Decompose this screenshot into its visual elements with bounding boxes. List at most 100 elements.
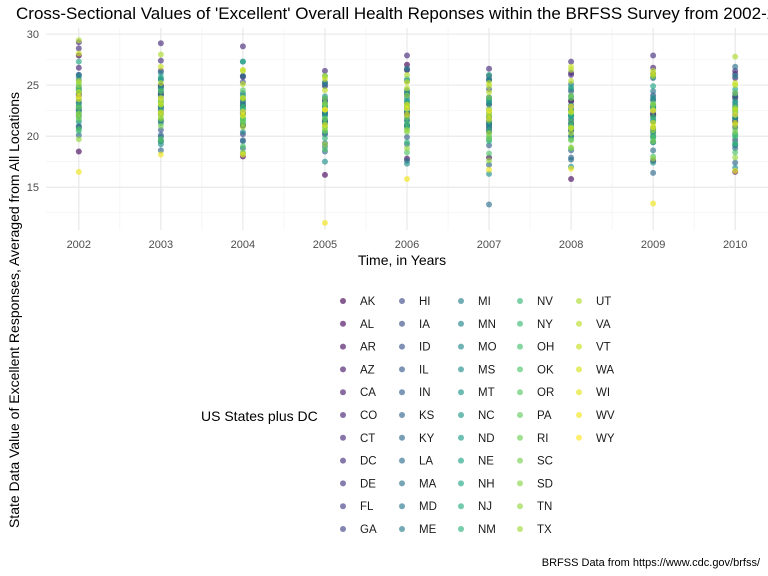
data-point-wi-2007 — [486, 115, 493, 122]
legend-label-hi: HI — [419, 296, 431, 308]
data-point-wi-2006 — [404, 111, 410, 118]
data-point-pa-2005 — [321, 115, 328, 122]
data-point-ne-2010 — [732, 98, 739, 105]
data-point-mo-2004 — [239, 129, 246, 136]
data-point-tx-2008 — [568, 130, 575, 137]
legend-key-ny — [517, 320, 523, 327]
data-point-tx-2007 — [486, 130, 493, 137]
legend-label-al: AL — [360, 319, 375, 331]
data-point-wi-2003 — [157, 109, 164, 116]
legend-label-ny: NY — [537, 319, 553, 331]
legend-key-mo — [458, 343, 464, 350]
legend-label-wy: WY — [596, 433, 615, 445]
data-point-vt-2003 — [157, 63, 164, 70]
data-point-vt-2008 — [568, 63, 575, 70]
data-point-la-2008 — [568, 156, 575, 163]
data-point-in-2006 — [404, 134, 410, 141]
legend-label-nj: NJ — [478, 501, 492, 513]
data-point-ct-2004 — [239, 43, 246, 50]
legend-key-tx — [517, 526, 523, 532]
data-point-vt-2004 — [239, 66, 246, 73]
legend-key-oh — [517, 343, 523, 350]
legend-key-nd — [458, 434, 464, 441]
data-point-tx-2004 — [239, 123, 246, 130]
legend-label-va: VA — [596, 319, 611, 331]
legend-key-mt — [458, 389, 464, 396]
data-point-ut-2006 — [404, 71, 410, 78]
data-point-nv-2010 — [732, 140, 739, 147]
legend-key-nm — [458, 526, 464, 532]
x-tick-label: 2005 — [313, 239, 337, 251]
data-point-wv-2010 — [732, 167, 739, 174]
data-point-al-2005 — [321, 171, 328, 178]
data-point-wv-2007 — [486, 166, 493, 173]
data-point-sc-2003 — [157, 122, 164, 129]
data-point-ms-2005 — [321, 158, 328, 165]
legend-key-wy — [576, 434, 582, 441]
data-point-ri-2010 — [732, 90, 739, 97]
data-point-ky-2009 — [650, 169, 657, 176]
data-point-wv-2008 — [568, 165, 575, 172]
x-tick-label: 2007 — [477, 239, 501, 251]
legend-key-ga — [340, 526, 346, 532]
data-point-sc-2008 — [568, 137, 575, 144]
data-point-oh-2006 — [404, 120, 410, 127]
data-point-oh-2008 — [568, 118, 575, 125]
legend-label-mn: MN — [478, 319, 496, 331]
data-point-dc-2008 — [568, 58, 575, 65]
legend-key-mn — [458, 320, 464, 327]
data-point-wy-2003 — [157, 95, 164, 102]
legend-items: AK AL AR AZ CA CO CT DC DE FL GA HI IA ID IL IN KS KY LA MA… — [340, 296, 615, 536]
data-point-nh-2009 — [650, 83, 657, 90]
legend-label-ar: AR — [360, 342, 376, 354]
data-point-ny-2004 — [239, 103, 246, 110]
legend-key-sd — [517, 480, 523, 487]
legend-label-ri: RI — [537, 433, 549, 445]
legend-key-nc — [458, 412, 464, 418]
data-point-ri-2007 — [486, 94, 493, 101]
legend-label-ga: GA — [360, 524, 377, 536]
legend-key-tn — [517, 503, 523, 510]
data-point-va-2004 — [239, 81, 246, 88]
x-tick-label: 2010 — [723, 239, 747, 251]
data-point-ct-2008 — [568, 71, 575, 78]
legend-key-mi — [458, 298, 464, 304]
legend-key-dc — [340, 457, 346, 464]
data-point-sc-2007 — [486, 135, 493, 142]
y-tick-label: 15 — [27, 182, 39, 194]
data-point-nv-2006 — [404, 139, 410, 146]
legend-key-nj — [458, 503, 464, 510]
legend-key-al — [340, 320, 346, 327]
data-point-ok-2005 — [321, 146, 328, 153]
data-point-ct-2006 — [404, 52, 410, 59]
legend-label-mo: MO — [478, 342, 497, 354]
axis-ticks: 2002 2003 2004 2005 2006 2007 2008 2009 2010 15 20… — [27, 29, 748, 251]
data-point-nh-2003 — [157, 73, 164, 80]
legend-label-or: OR — [537, 387, 554, 399]
data-point-vt-2006 — [404, 79, 410, 86]
data-point-ma-2010 — [732, 63, 739, 70]
legend-key-ct — [340, 434, 346, 441]
data-point-ct-2007 — [486, 65, 493, 72]
data-point-mn-2006 — [404, 65, 410, 72]
data-point-wy-2010 — [732, 111, 739, 118]
legend-label-wa: WA — [596, 364, 614, 376]
legend-label-sd: SD — [537, 478, 553, 490]
data-point-la-2007 — [486, 201, 493, 208]
legend-key-fl — [340, 503, 346, 510]
legend-key-ut — [576, 298, 582, 304]
legend-key-id — [399, 343, 405, 350]
data-point-la-2009 — [650, 147, 657, 154]
legend-key-sc — [517, 457, 523, 464]
legend-key-hi — [399, 298, 405, 304]
legend-key-il — [399, 366, 405, 373]
data-point-tn-2007 — [486, 157, 493, 164]
x-axis-title: Time, in Years — [358, 252, 446, 268]
data-point-wv-2002 — [75, 168, 82, 175]
data-point-wa-2004 — [239, 95, 246, 102]
data-point-tn-2005 — [321, 141, 328, 148]
data-point-vt-2007 — [486, 80, 493, 87]
legend-label-la: LA — [419, 456, 433, 468]
legend-title: US States plus DC — [201, 408, 318, 424]
legend-label-de: DE — [360, 478, 376, 490]
